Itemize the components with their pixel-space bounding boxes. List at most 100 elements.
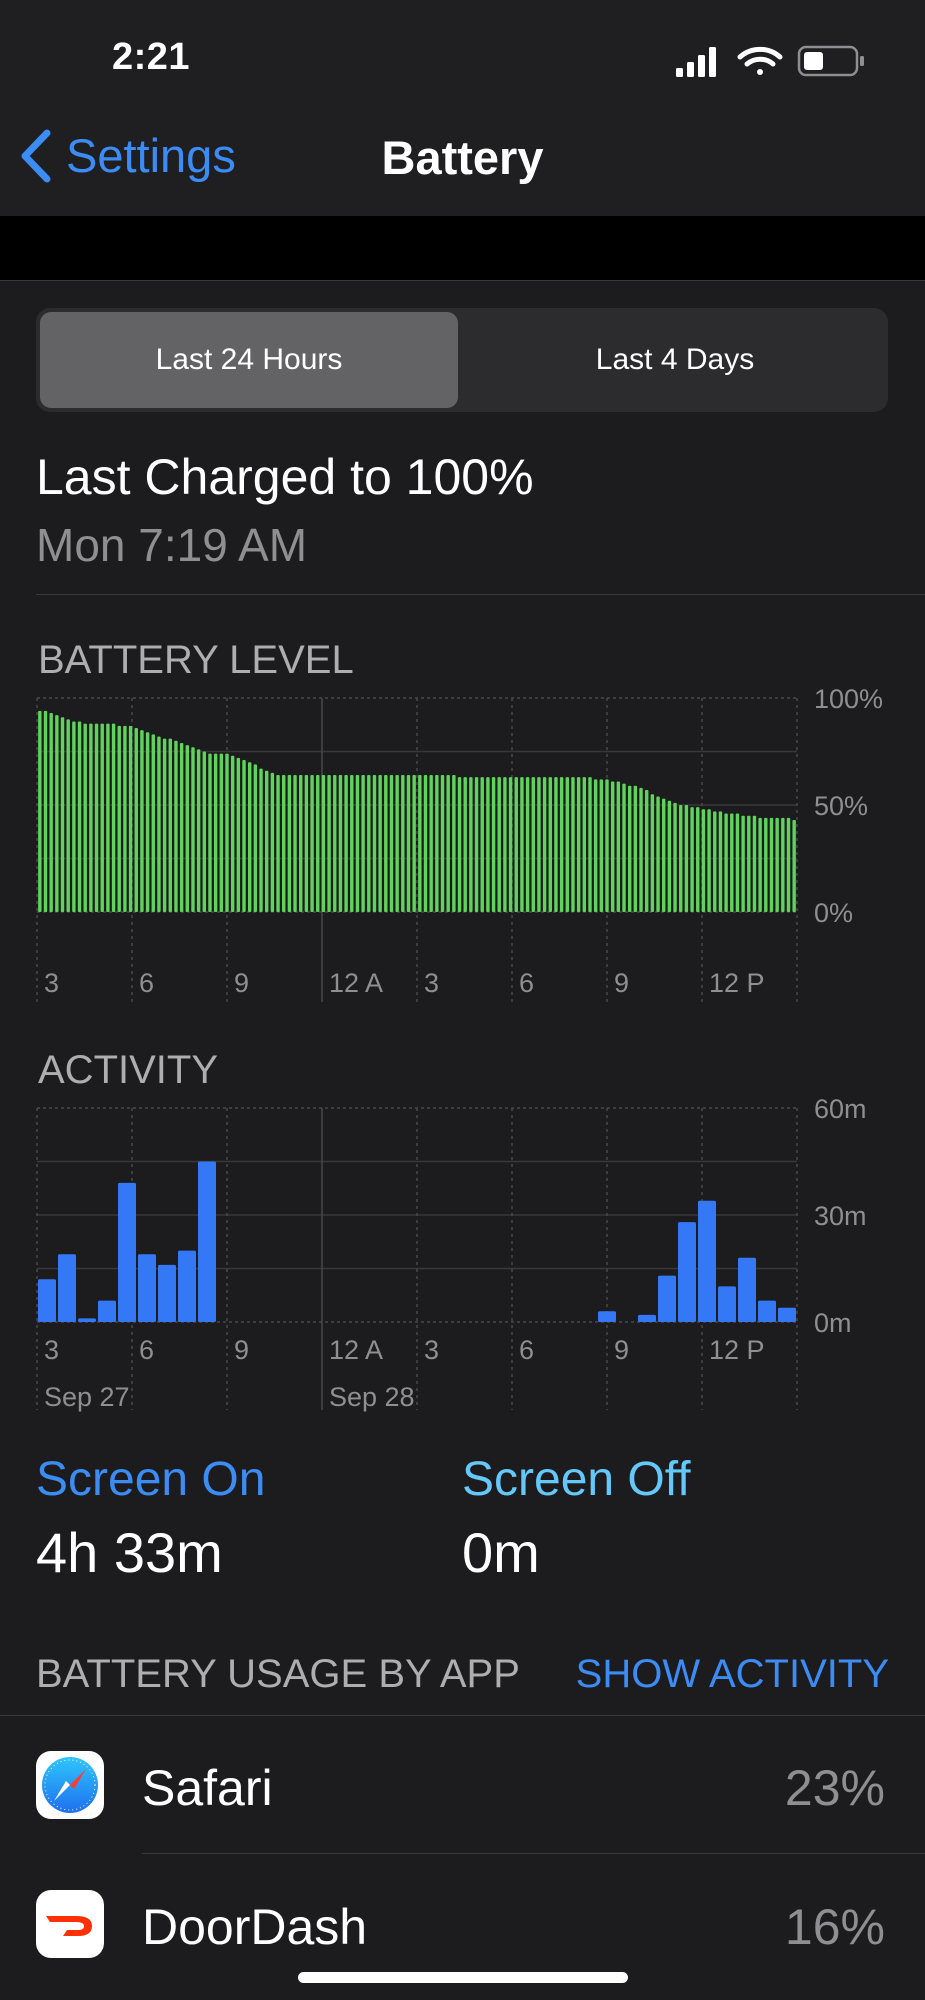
battery-level-bar bbox=[100, 723, 104, 912]
battery-level-bar bbox=[718, 811, 723, 912]
battery-level-bar bbox=[38, 710, 42, 912]
x-tick-label: 3 bbox=[424, 968, 439, 998]
battery-level-bar bbox=[616, 781, 621, 912]
battery-level-bar bbox=[117, 725, 121, 912]
battery-level-bar bbox=[758, 817, 762, 912]
battery-level-bar bbox=[452, 775, 456, 912]
status-icons bbox=[672, 40, 872, 85]
x-tick-label: 9 bbox=[614, 1335, 629, 1365]
segment-last-24-hours[interactable]: Last 24 Hours bbox=[40, 312, 458, 408]
activity-bar bbox=[198, 1161, 216, 1322]
battery-level-bar bbox=[525, 777, 530, 912]
battery-icon bbox=[797, 45, 864, 77]
header-divider bbox=[0, 280, 925, 281]
battery-level-bar bbox=[276, 775, 280, 912]
battery-level-bar bbox=[582, 777, 587, 912]
battery-level-bar bbox=[781, 817, 785, 912]
app-percent: 23% bbox=[784, 1760, 885, 1816]
x-tick-label: 6 bbox=[519, 1335, 534, 1365]
battery-level-bar bbox=[593, 779, 598, 912]
battery-level-bar bbox=[747, 815, 751, 912]
battery-level-bar bbox=[77, 721, 82, 912]
battery-level-bar bbox=[60, 717, 65, 912]
wifi-icon bbox=[737, 46, 783, 75]
y-tick-label: 50% bbox=[814, 791, 868, 821]
y-tick-label: 0m bbox=[814, 1308, 852, 1338]
battery-level-bar bbox=[406, 775, 411, 912]
battery-level-bar bbox=[576, 777, 581, 912]
date-label: Sep 28 bbox=[329, 1382, 415, 1412]
screen-on-label: Screen On bbox=[36, 1453, 266, 1506]
battery-level-chart: 100% 50% 0% 3 6 9 12 A 3 6 9 12 P bbox=[36, 684, 883, 1002]
activity-bar bbox=[58, 1254, 76, 1322]
battery-level-bar bbox=[378, 775, 382, 912]
battery-level-bar bbox=[559, 777, 564, 912]
battery-level-bar bbox=[213, 753, 218, 912]
battery-level-bar bbox=[497, 777, 501, 912]
show-activity-button[interactable]: SHOW ACTIVITY bbox=[575, 1652, 889, 1696]
battery-level-bar bbox=[730, 813, 734, 912]
battery-level-bar bbox=[66, 719, 70, 912]
battery-level-bar bbox=[94, 723, 99, 912]
app-name: DoorDash bbox=[142, 1899, 368, 1955]
battery-level-bar bbox=[605, 779, 609, 912]
activity-bar bbox=[158, 1264, 176, 1322]
battery-level-bar bbox=[310, 775, 314, 912]
battery-level-bar bbox=[259, 768, 263, 912]
battery-level-bar bbox=[627, 785, 632, 912]
activity-chart: 60m 30m 0m 3 6 9 12 A 3 6 9 12 P Sep 27 Sep 28 bbox=[36, 1094, 867, 1412]
battery-level-bar bbox=[724, 813, 728, 912]
battery-level-bar bbox=[520, 777, 524, 912]
app-name: Safari bbox=[142, 1760, 273, 1816]
battery-level-bar bbox=[355, 775, 360, 912]
battery-level-bar bbox=[764, 817, 768, 912]
battery-level-label: BATTERY LEVEL bbox=[38, 638, 354, 682]
battery-level-bar bbox=[701, 809, 706, 912]
battery-level-bar bbox=[219, 753, 224, 912]
battery-level-bar bbox=[622, 783, 626, 912]
x-tick-label: 6 bbox=[139, 968, 154, 998]
battery-level-bar bbox=[588, 777, 592, 912]
app-row-doordash[interactable]: DoorDash 16% bbox=[0, 1854, 925, 1992]
battery-level-bar bbox=[446, 775, 450, 912]
battery-level-bar bbox=[293, 775, 297, 912]
battery-level-bar bbox=[752, 815, 757, 912]
row-divider bbox=[142, 1853, 925, 1854]
battery-level-bar bbox=[554, 777, 558, 912]
back-button[interactable]: Settings bbox=[18, 128, 236, 183]
battery-level-bar bbox=[111, 723, 116, 912]
battery-level-bar bbox=[565, 777, 569, 912]
battery-level-bar bbox=[735, 813, 740, 912]
activity-bar bbox=[598, 1311, 616, 1322]
battery-level-bar bbox=[741, 815, 745, 912]
battery-level-bar bbox=[775, 817, 779, 912]
battery-level-bar bbox=[656, 796, 660, 912]
battery-level-bar bbox=[316, 775, 320, 912]
screen-off-label: Screen Off bbox=[462, 1453, 691, 1506]
battery-level-bar bbox=[134, 727, 138, 912]
battery-level-bar bbox=[287, 775, 292, 912]
segment-last-4-days[interactable]: Last 4 Days bbox=[595, 343, 755, 376]
battery-level-bar bbox=[542, 777, 547, 912]
x-tick-label: 12 P bbox=[709, 968, 765, 998]
battery-level-bar bbox=[531, 777, 535, 912]
battery-level-bar bbox=[599, 779, 604, 912]
battery-level-bar bbox=[168, 738, 172, 912]
activity-bar bbox=[678, 1222, 696, 1322]
battery-level-bar bbox=[684, 805, 689, 912]
battery-level-bar bbox=[786, 817, 791, 912]
home-indicator[interactable] bbox=[298, 1972, 628, 1983]
app-row-safari[interactable]: Safari 23% bbox=[0, 1715, 925, 1853]
battery-level-bar bbox=[367, 775, 371, 912]
battery-level-bar bbox=[140, 730, 144, 912]
header-spacer bbox=[0, 216, 925, 280]
x-tick-label: 12 P bbox=[709, 1335, 765, 1365]
x-tick-label: 12 A bbox=[329, 1335, 383, 1365]
battery-level-bar bbox=[236, 757, 241, 912]
battery-level-bar bbox=[639, 787, 643, 912]
battery-level-bar bbox=[463, 777, 467, 912]
navigation-header: 2:21 Settings Battery bbox=[0, 0, 925, 216]
battery-level-bar bbox=[208, 753, 212, 912]
battery-level-bar bbox=[338, 775, 343, 912]
battery-level-bar bbox=[270, 772, 275, 912]
